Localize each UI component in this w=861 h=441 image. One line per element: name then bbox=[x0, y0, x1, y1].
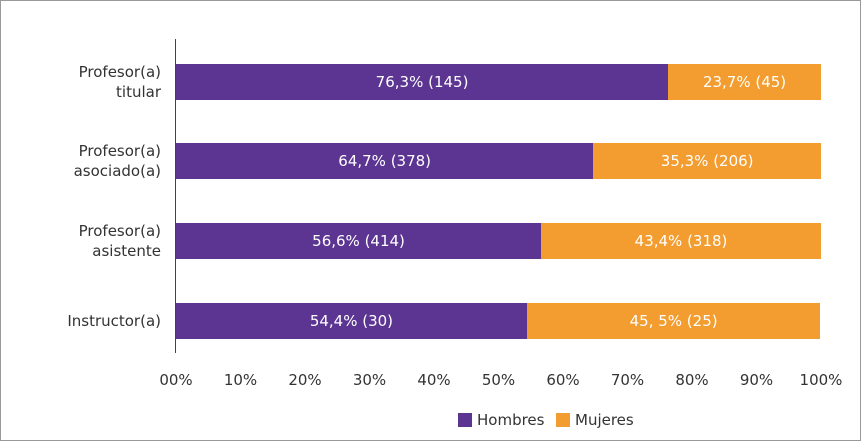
x-tick-label: 100% bbox=[799, 371, 843, 389]
bar-segment bbox=[593, 143, 821, 179]
x-tick-label: 70% bbox=[610, 371, 645, 389]
x-tick-label: 90% bbox=[739, 371, 774, 389]
legend-label: Mujeres bbox=[575, 411, 634, 429]
bar-segment bbox=[176, 64, 669, 100]
category-label: Profesor(a) asociado(a) bbox=[73, 142, 161, 180]
value-label: 54,4% (30) bbox=[309, 312, 394, 330]
x-tick-label: 20% bbox=[288, 371, 322, 389]
bar-segment bbox=[176, 143, 594, 179]
value-label: 35,3% (206) bbox=[660, 152, 754, 170]
legend-swatch bbox=[458, 413, 472, 427]
x-tick-label: 40% bbox=[417, 371, 451, 389]
bar-segment bbox=[668, 64, 821, 100]
x-tick-label: 10% bbox=[223, 371, 258, 389]
value-label: 76,3% (145) bbox=[375, 73, 469, 91]
legend-label: Hombres bbox=[477, 411, 545, 429]
category-label: Profesor(a) titular bbox=[78, 63, 161, 101]
x-tick-label: 00% bbox=[159, 371, 193, 389]
value-label: 43,4% (318) bbox=[634, 232, 728, 250]
value-label: 64,7% (378) bbox=[338, 152, 432, 170]
x-tick-label: 30% bbox=[352, 371, 387, 389]
y-axis bbox=[175, 39, 176, 353]
x-tick-label: 50% bbox=[481, 371, 516, 389]
bar-segment bbox=[176, 303, 527, 339]
category-label: Profesor(a) asistente bbox=[78, 222, 161, 260]
value-label: 23,7% (45) bbox=[702, 73, 787, 91]
bar-segment bbox=[541, 223, 821, 259]
bar-segment bbox=[176, 223, 542, 259]
category-label: Instructor(a) bbox=[67, 312, 161, 330]
value-label: 56,6% (414) bbox=[312, 232, 405, 250]
x-tick-label: 80% bbox=[675, 371, 709, 389]
x-tick-label: 60% bbox=[546, 371, 580, 389]
legend-swatch bbox=[556, 413, 570, 427]
bar-segment bbox=[526, 303, 821, 339]
value-label: 45, 5% (25) bbox=[629, 312, 718, 330]
